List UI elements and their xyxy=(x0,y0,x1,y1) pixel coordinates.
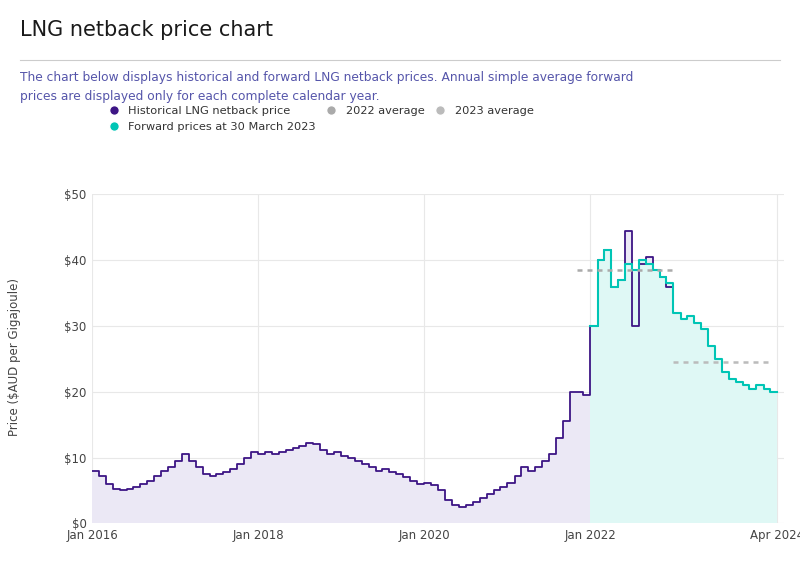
Text: Price ($AUD per Gigajoule): Price ($AUD per Gigajoule) xyxy=(8,279,21,436)
Text: The chart below displays historical and forward LNG netback prices. Annual simpl: The chart below displays historical and … xyxy=(20,72,634,103)
Text: LNG netback price chart: LNG netback price chart xyxy=(20,20,273,40)
Legend: Historical LNG netback price, Forward prices at 30 March 2023, 2022 average, 202: Historical LNG netback price, Forward pr… xyxy=(98,101,538,136)
